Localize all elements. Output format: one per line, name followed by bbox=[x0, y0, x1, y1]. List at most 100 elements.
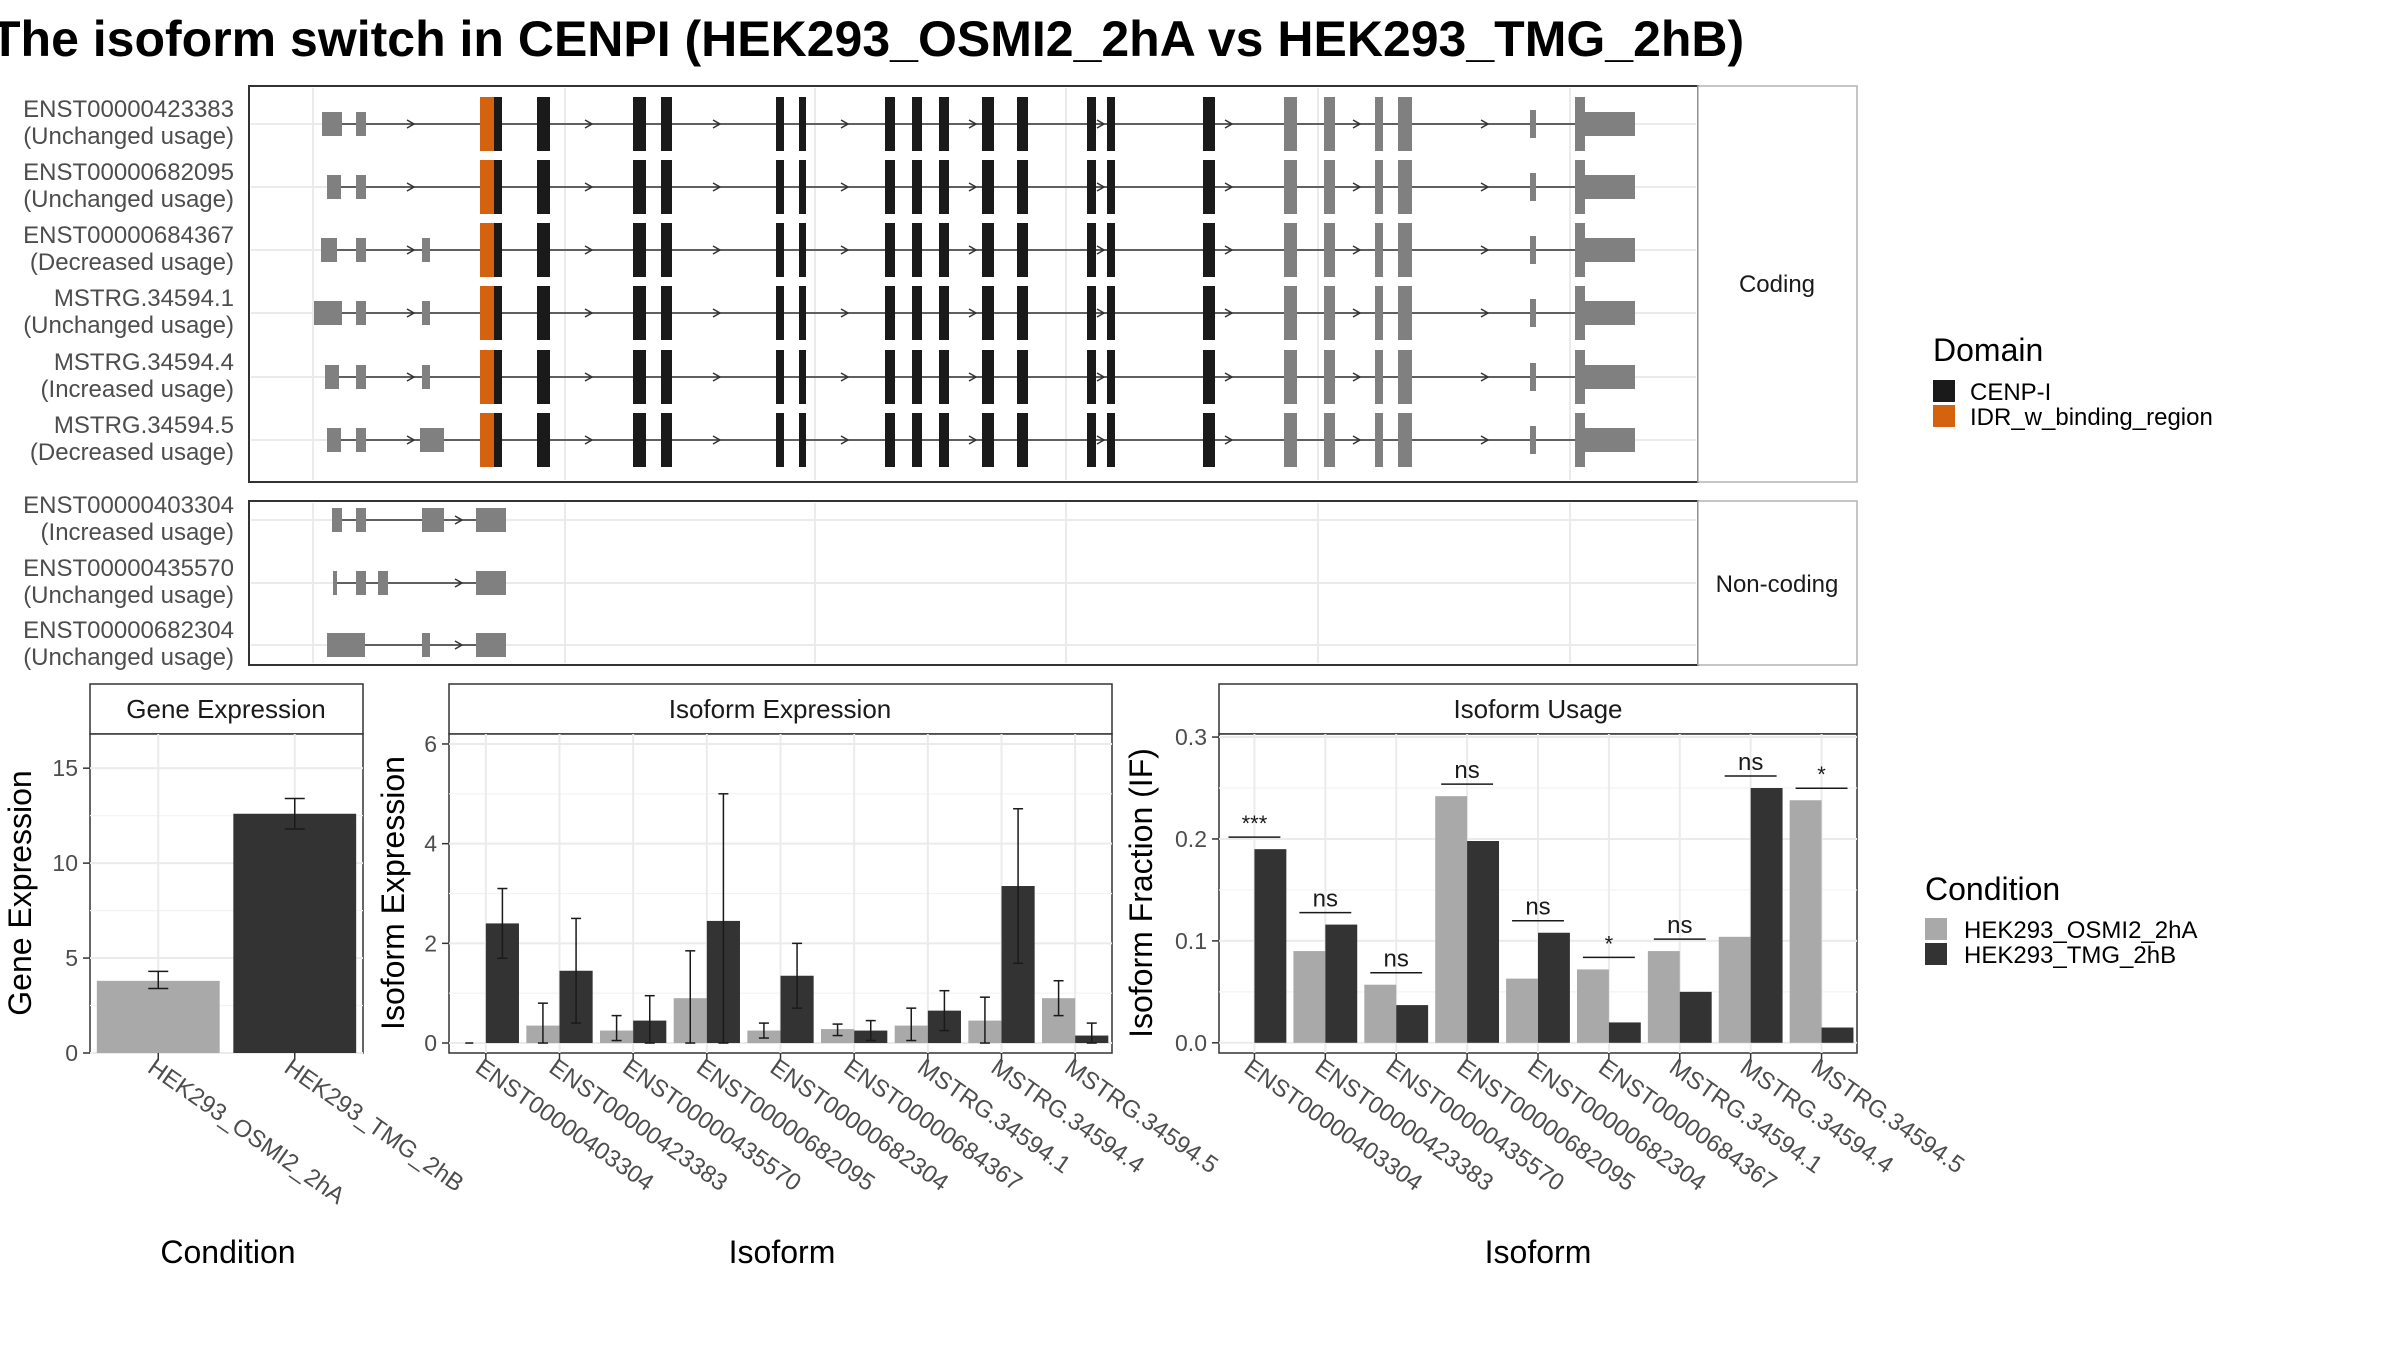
noncoding-exon bbox=[1530, 299, 1536, 327]
legend-label-osmi: HEK293_OSMI2_2hA bbox=[1964, 917, 2197, 944]
strand-arrow bbox=[1480, 245, 1490, 255]
domain-legend: Domain CENP-I IDR_w_binding_region bbox=[1933, 332, 2213, 431]
noncoding-exon bbox=[1530, 236, 1536, 264]
cenpi-domain-exon bbox=[537, 350, 550, 404]
noncoding-exon bbox=[1575, 160, 1585, 214]
strand-arrow bbox=[968, 308, 978, 318]
significance-label: *** bbox=[1242, 811, 1268, 836]
cenpi-domain-exon bbox=[939, 160, 949, 214]
noncoding-exon bbox=[1284, 350, 1297, 404]
noncoding-exon bbox=[332, 508, 342, 532]
cenpi-domain-exon bbox=[885, 160, 895, 214]
noncoding-exon bbox=[1324, 413, 1335, 467]
y-tick-label: 6 bbox=[424, 731, 437, 757]
strand-arrow bbox=[406, 182, 416, 192]
cenpi-domain-exon bbox=[661, 160, 672, 214]
transcript-usage-label: (Unchanged usage) bbox=[23, 312, 234, 339]
noncoding-exon bbox=[1375, 223, 1383, 277]
utr-exon bbox=[356, 175, 366, 199]
bar bbox=[1608, 1022, 1641, 1043]
gene-expr-title: Gene Expression bbox=[126, 694, 325, 724]
strand-arrow bbox=[1224, 245, 1234, 255]
strand-arrow bbox=[1480, 119, 1490, 129]
strand-arrow bbox=[840, 435, 850, 445]
noncoding-exon bbox=[1398, 223, 1412, 277]
cenpi-domain-exon bbox=[1107, 160, 1115, 214]
transcript-usage-label: (Unchanged usage) bbox=[23, 123, 234, 150]
legend-swatch-osmi bbox=[1925, 918, 1947, 940]
legend-label-idr: IDR_w_binding_region bbox=[1970, 404, 2213, 431]
bar bbox=[1254, 849, 1287, 1043]
transcript-id-label: MSTRG.34594.4 bbox=[54, 349, 234, 376]
cenpi-domain-exon bbox=[1087, 223, 1096, 277]
noncoding-exon bbox=[1284, 160, 1297, 214]
cenpi-domain-exon bbox=[1107, 350, 1115, 404]
y-tick-label: 0.0 bbox=[1175, 1030, 1207, 1056]
strand-arrow bbox=[1224, 372, 1234, 382]
strand-arrow bbox=[712, 245, 722, 255]
strand-arrow bbox=[840, 245, 850, 255]
strand-arrow bbox=[1224, 308, 1234, 318]
noncoding-exon bbox=[1324, 286, 1335, 340]
utr-exon bbox=[327, 175, 341, 199]
utr-exon bbox=[1585, 238, 1635, 262]
cenpi-domain-exon bbox=[1203, 350, 1215, 404]
cenpi-domain-exon bbox=[494, 160, 502, 214]
utr-exon bbox=[1585, 301, 1635, 325]
cenpi-domain-exon bbox=[939, 223, 949, 277]
noncoding-exon bbox=[327, 633, 365, 657]
cenpi-domain-exon bbox=[494, 97, 502, 151]
strand-arrow bbox=[1096, 308, 1106, 318]
bar bbox=[1750, 788, 1783, 1043]
cenpi-domain-exon bbox=[776, 223, 784, 277]
y-tick-label: 5 bbox=[65, 945, 78, 971]
gene-expr-xlabel: Condition bbox=[160, 1234, 295, 1270]
cenpi-domain-exon bbox=[1017, 413, 1028, 467]
noncoding-exon bbox=[378, 571, 388, 595]
cenpi-domain-exon bbox=[1107, 97, 1115, 151]
transcript-id-label: MSTRG.34594.5 bbox=[54, 412, 234, 439]
iso-expr-ylabel: Isoform Expression bbox=[375, 756, 411, 1030]
strand-arrow bbox=[1352, 245, 1362, 255]
cenpi-domain-exon bbox=[537, 160, 550, 214]
noncoding-exon bbox=[1530, 363, 1536, 391]
cenpi-domain-exon bbox=[1087, 350, 1096, 404]
utr-exon bbox=[356, 112, 366, 136]
noncoding-exon bbox=[1398, 286, 1412, 340]
strand-arrow bbox=[1352, 182, 1362, 192]
strand-arrow bbox=[968, 435, 978, 445]
cenpi-domain-exon bbox=[912, 286, 922, 340]
utr-exon bbox=[420, 428, 444, 452]
strand-arrow bbox=[1352, 119, 1362, 129]
cenpi-domain-exon bbox=[885, 286, 895, 340]
noncoding-exon bbox=[1375, 286, 1383, 340]
cenpi-domain-exon bbox=[633, 286, 646, 340]
strand-arrow bbox=[840, 119, 850, 129]
cenpi-domain-exon bbox=[799, 350, 806, 404]
cenpi-domain-exon bbox=[494, 223, 502, 277]
noncoding-exon bbox=[1575, 350, 1585, 404]
noncoding-exon bbox=[1575, 223, 1585, 277]
strand-arrow bbox=[584, 308, 594, 318]
cenpi-domain-exon bbox=[633, 223, 646, 277]
bar bbox=[1647, 951, 1680, 1043]
cenpi-domain-exon bbox=[537, 413, 550, 467]
cenpi-domain-exon bbox=[912, 97, 922, 151]
figure-title: The isoform switch in CENPI (HEK293_OSMI… bbox=[0, 11, 1744, 67]
cenpi-domain-exon bbox=[661, 413, 672, 467]
utr-exon bbox=[422, 365, 430, 389]
legend-swatch-cenpi bbox=[1933, 380, 1955, 402]
bar bbox=[1538, 932, 1570, 1043]
y-tick-label: 0 bbox=[65, 1040, 78, 1066]
strand-arrow bbox=[584, 372, 594, 382]
strand-arrow bbox=[584, 435, 594, 445]
coding-strip-label: Coding bbox=[1739, 271, 1815, 298]
coding-transcript-row bbox=[325, 350, 1635, 404]
noncoding-exon bbox=[1530, 110, 1536, 138]
iso-expr-title: Isoform Expression bbox=[669, 694, 892, 724]
noncoding-transcript-row bbox=[333, 571, 506, 595]
bar bbox=[1325, 924, 1358, 1043]
noncoding-exon bbox=[356, 508, 366, 532]
strand-arrow bbox=[712, 372, 722, 382]
utr-exon bbox=[1585, 365, 1635, 389]
